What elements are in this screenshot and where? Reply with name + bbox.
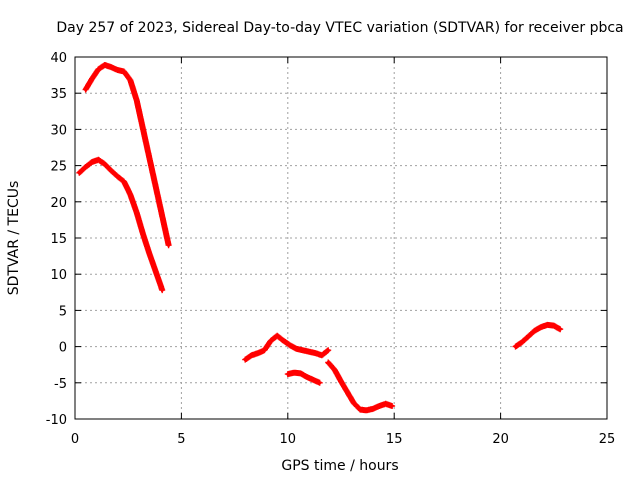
- y-tick-label: 0: [59, 341, 67, 356]
- data-point: [128, 192, 132, 197]
- data-point: [77, 171, 81, 175]
- data-point: [243, 358, 247, 362]
- data-point: [128, 78, 132, 82]
- data-point: [352, 401, 356, 405]
- data-point: [326, 348, 330, 352]
- data-point: [160, 288, 164, 292]
- x-axis-label: GPS time / hours: [281, 458, 398, 474]
- data-point: [135, 211, 139, 215]
- y-tick-label: -5: [54, 377, 67, 392]
- data-point: [262, 348, 266, 352]
- data-point: [533, 329, 537, 333]
- data-point: [269, 339, 273, 343]
- data-point: [109, 169, 113, 173]
- y-tick-label: -10: [46, 413, 67, 428]
- y-tick-label: 15: [50, 232, 67, 247]
- satellite-track-1: [82, 62, 172, 249]
- axis-ticks: 0 5 10 15 20 25 -10 -5 0 5 10 15 20 25 30 35 40: [46, 51, 616, 447]
- data-point: [558, 327, 562, 331]
- data-point: [135, 98, 139, 103]
- data-point: [84, 165, 88, 169]
- data-point: [345, 390, 349, 394]
- data-point: [103, 162, 107, 166]
- data-point: [122, 69, 126, 74]
- x-tick-label: 15: [386, 432, 403, 447]
- data-point: [377, 404, 381, 408]
- data-point: [286, 372, 290, 376]
- data-point: [307, 350, 311, 354]
- satellite-track-4: [284, 369, 323, 386]
- y-tick-label: 25: [50, 160, 67, 175]
- data-point: [320, 353, 324, 357]
- data-point: [96, 158, 101, 162]
- x-tick-label: 0: [71, 432, 79, 447]
- y-tick-label: 20: [50, 196, 67, 211]
- data-point: [364, 408, 369, 412]
- data-point: [311, 378, 315, 382]
- data-point: [115, 68, 120, 72]
- data-point: [371, 407, 375, 411]
- data-point: [520, 340, 524, 344]
- y-tick-label: 40: [50, 51, 67, 66]
- satellite-track-5: [325, 359, 396, 414]
- data-point: [141, 127, 145, 131]
- data-point: [313, 351, 318, 355]
- data-point: [390, 404, 394, 408]
- data-point: [326, 360, 330, 365]
- data-point: [305, 375, 309, 379]
- data-point: [384, 402, 388, 406]
- chart-title: Day 257 of 2023, Sidereal Day-to-day VTE…: [56, 20, 623, 36]
- data-point: [167, 243, 171, 247]
- data-point: [84, 87, 88, 92]
- data-point: [318, 381, 322, 385]
- data-point: [160, 214, 164, 218]
- data-point: [90, 77, 94, 81]
- data-point: [281, 339, 286, 343]
- data-point: [147, 156, 152, 160]
- data-point: [545, 323, 550, 327]
- data-point: [339, 379, 343, 383]
- data-point: [292, 371, 296, 375]
- y-tick-label: 35: [50, 87, 67, 102]
- data-point: [301, 348, 305, 352]
- data-point: [115, 174, 120, 179]
- data-point: [288, 343, 292, 347]
- y-tick-label: 30: [50, 123, 67, 138]
- y-axis-label: SDTVAR / TECUs: [6, 181, 22, 296]
- data-point: [90, 160, 94, 164]
- y-tick-label: 5: [59, 304, 67, 319]
- data-point: [513, 345, 518, 349]
- data-point: [147, 252, 152, 256]
- grid-lines: [75, 57, 607, 419]
- data-point: [109, 65, 113, 69]
- data-point: [250, 353, 254, 357]
- data-point: [552, 324, 556, 328]
- satellite-track-3: [242, 332, 332, 363]
- satellite-track-2: [76, 156, 166, 294]
- data-point: [358, 407, 362, 412]
- x-tick-label: 25: [599, 432, 616, 447]
- data-point: [103, 63, 107, 67]
- data-point: [294, 347, 298, 351]
- y-tick-label: 10: [50, 268, 67, 283]
- x-tick-label: 20: [492, 432, 509, 447]
- data-point: [154, 185, 158, 189]
- x-tick-label: 5: [177, 432, 185, 447]
- data-point: [122, 179, 126, 184]
- data-point: [275, 334, 279, 338]
- data-point: [333, 368, 337, 372]
- data-point: [526, 334, 530, 339]
- data-point: [298, 371, 303, 375]
- satellite-track-6: [512, 321, 564, 350]
- data-point: [96, 67, 101, 71]
- plot-area: [76, 62, 564, 414]
- data-point: [539, 325, 543, 329]
- data-point: [154, 270, 158, 274]
- data-point: [256, 351, 260, 355]
- x-tick-label: 10: [280, 432, 297, 447]
- data-point: [141, 232, 145, 236]
